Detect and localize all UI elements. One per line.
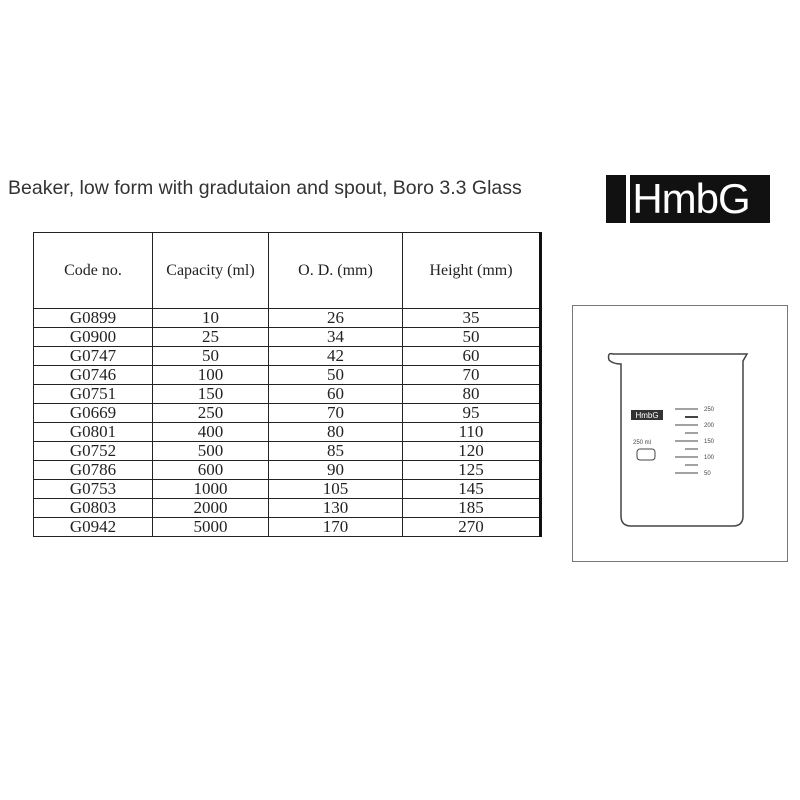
table-row: G0899 10 26 35 bbox=[33, 308, 541, 328]
table-cell: 600 bbox=[152, 460, 269, 480]
table-cell: 150 bbox=[152, 384, 269, 404]
table-cell: 60 bbox=[268, 384, 403, 404]
brand-logo: HmbG bbox=[606, 175, 770, 223]
beaker-drawing: HmbG 250 ml 250 200 150 100 50 bbox=[607, 352, 749, 527]
table-cell: 270 bbox=[402, 517, 541, 537]
table-cell: 50 bbox=[268, 365, 403, 385]
table-cell: 400 bbox=[152, 422, 269, 442]
table-cell: G0746 bbox=[33, 365, 153, 385]
table-cell: G0752 bbox=[33, 441, 153, 461]
table-cell: 130 bbox=[268, 498, 403, 518]
table-row: G0803 2000 130 185 bbox=[33, 498, 541, 518]
table-cell: G0751 bbox=[33, 384, 153, 404]
beaker-logo-text: HmbG bbox=[635, 411, 658, 420]
table-cell: 500 bbox=[152, 441, 269, 461]
table-cell: 10 bbox=[152, 308, 269, 328]
column-header: Height (mm) bbox=[402, 232, 541, 309]
table-cell: 145 bbox=[402, 479, 541, 499]
table-cell: G0753 bbox=[33, 479, 153, 499]
table-cell: 120 bbox=[402, 441, 541, 461]
table-cell: 26 bbox=[268, 308, 403, 328]
table-cell: 2000 bbox=[152, 498, 269, 518]
table-cell: 1000 bbox=[152, 479, 269, 499]
graduation-label: 200 bbox=[704, 423, 715, 429]
table-cell: G0669 bbox=[33, 403, 153, 423]
table-cell: 185 bbox=[402, 498, 541, 518]
table-cell: 80 bbox=[268, 422, 403, 442]
table-cell: 80 bbox=[402, 384, 541, 404]
table-cell: 170 bbox=[268, 517, 403, 537]
table-cell: 95 bbox=[402, 403, 541, 423]
table-cell: 35 bbox=[402, 308, 541, 328]
product-table: Code no. Capacity (ml) O. D. (mm) Height (m… bbox=[33, 232, 542, 537]
column-header: O. D. (mm) bbox=[268, 232, 403, 309]
table-cell: 110 bbox=[402, 422, 541, 442]
beaker-outline bbox=[607, 352, 749, 527]
table-row: G0786 600 90 125 bbox=[33, 460, 541, 480]
table-cell: G0942 bbox=[33, 517, 153, 537]
table-row: G0942 5000 170 270 bbox=[33, 517, 541, 537]
table-cell: 70 bbox=[402, 365, 541, 385]
table-cell: 250 bbox=[152, 403, 269, 423]
graduation-label: 100 bbox=[704, 455, 715, 461]
table-cell: G0899 bbox=[33, 308, 153, 328]
graduation-label: 50 bbox=[704, 471, 711, 477]
graduation-marks: 250 200 150 100 50 bbox=[675, 407, 715, 477]
table-cell: 70 bbox=[268, 403, 403, 423]
table-cell: G0747 bbox=[33, 346, 153, 366]
table-cell: 125 bbox=[402, 460, 541, 480]
graduation-label: 150 bbox=[704, 439, 715, 445]
table-row: G0753 1000 105 145 bbox=[33, 479, 541, 499]
table-cell: 50 bbox=[152, 346, 269, 366]
table-cell: 25 bbox=[152, 327, 269, 347]
table-row: G0746 100 50 70 bbox=[33, 365, 541, 385]
beaker-capacity: 250 ml bbox=[633, 440, 651, 446]
table-cell: 85 bbox=[268, 441, 403, 461]
beaker-logo bbox=[631, 410, 663, 420]
column-header: Capacity (ml) bbox=[152, 232, 269, 309]
table-cell: 5000 bbox=[152, 517, 269, 537]
table-row: G0900 25 34 50 bbox=[33, 327, 541, 347]
table-cell: 105 bbox=[268, 479, 403, 499]
table-cell: 42 bbox=[268, 346, 403, 366]
table-cell: 100 bbox=[152, 365, 269, 385]
logo-text: HmbG bbox=[626, 175, 751, 223]
table-row: G0747 50 42 60 bbox=[33, 346, 541, 366]
table-row: G0669 250 70 95 bbox=[33, 403, 541, 423]
table-cell: G0803 bbox=[33, 498, 153, 518]
column-header: Code no. bbox=[33, 232, 153, 309]
beaker-label-box bbox=[636, 448, 656, 461]
graduation-label: 250 bbox=[704, 407, 715, 413]
table-cell: 50 bbox=[402, 327, 541, 347]
beaker-illustration: HmbG 250 ml 250 200 150 100 50 bbox=[572, 305, 788, 562]
table-row: G0801 400 80 110 bbox=[33, 422, 541, 442]
table-cell: 90 bbox=[268, 460, 403, 480]
table-cell: G0801 bbox=[33, 422, 153, 442]
table-row: G0751 150 60 80 bbox=[33, 384, 541, 404]
table-cell: G0786 bbox=[33, 460, 153, 480]
table-row: G0752 500 85 120 bbox=[33, 441, 541, 461]
table-cell: 60 bbox=[402, 346, 541, 366]
table-cell: G0900 bbox=[33, 327, 153, 347]
page-title: Beaker, low form with gradutaion and spo… bbox=[8, 177, 522, 199]
table-header: Code no. Capacity (ml) O. D. (mm) Height (m… bbox=[33, 232, 541, 309]
table-cell: 34 bbox=[268, 327, 403, 347]
